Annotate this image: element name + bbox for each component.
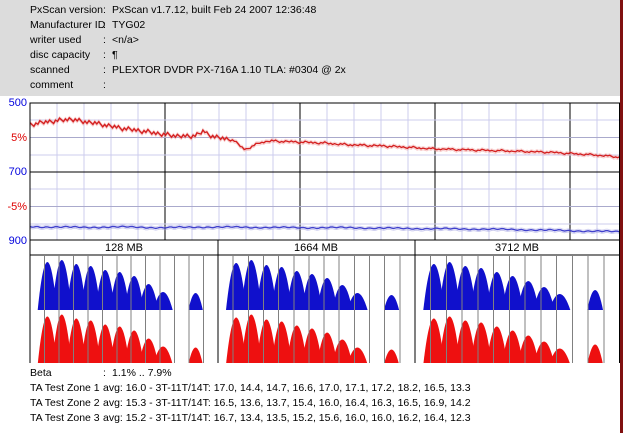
ta-zone-values: avg: 15.2 - 3T-11T/14T: 16.7, 13.4, 13.5… [103,412,471,424]
y-axis-label-minus5pct: -5% [7,201,27,213]
x-zone-label-1664mb: 1664 MB [293,242,339,254]
ta-zone-row: TA Test Zone 3 avg: 15.2 - 3T-11T/14T: 16… [0,412,618,427]
y-axis-label-700: 700 [8,166,27,178]
info-value: <n/a> [112,34,139,46]
colon: : [103,4,106,16]
scan-info-header: PxScan version: PxScan v1.7.12, built Feb… [0,0,620,96]
colon: : [103,79,106,91]
info-label: disc capacity [30,49,91,61]
info-label: scanned [30,64,70,76]
info-row-version: PxScan version: PxScan v1.7.12, built Feb… [0,4,620,19]
info-row-writer: writer used: <n/a> [0,34,620,49]
colon: : [103,64,106,76]
info-label: PxScan version [30,4,103,16]
beta-value: 1.1% .. 7.9% [112,367,172,379]
ta-zone-values: avg: 16.0 - 3T-11T/14T: 17.0, 14.4, 14.7… [103,382,471,394]
y-axis-label-500: 500 [8,97,27,109]
y-axis-label-900: 900 [8,235,27,247]
info-label: writer used [30,34,82,46]
x-zone-label-128mb: 128 MB [105,242,143,254]
info-row-comment: comment: [0,79,620,94]
info-row-manufacturer: Manufacturer ID: TYG02 [0,19,620,34]
beta-label: Beta [30,367,52,379]
ta-zone-values: avg: 15.3 - 3T-11T/14T: 16.5, 13.6, 13.7… [103,397,471,409]
ta-zone-row: TA Test Zone 2 avg: 15.3 - 3T-11T/14T: 16… [0,397,618,412]
info-value: PLEXTOR DVDR PX-716A 1.10 TLA: #0304 @ 2… [112,64,346,76]
ta-zone-row: TA Test Zone 1 avg: 16.0 - 3T-11T/14T: 17… [0,382,618,397]
ta-zone-label: TA Test Zone 2 [30,397,100,409]
x-zone-label-3712mb: 3712 MB [494,242,540,254]
colon: : [103,367,106,379]
ta-zone-label: TA Test Zone 1 [30,382,100,394]
ta-results-footer: Beta:1.1% .. 7.9% TA Test Zone 1 avg: 16.… [0,367,618,427]
info-label: Manufacturer ID [30,19,106,31]
info-value: TYG02 [112,19,146,31]
info-row-capacity: disc capacity: ¶ [0,49,620,64]
window-edge [620,0,623,433]
colon: : [103,49,106,61]
beta-ta-chart [29,102,620,363]
info-label: comment [30,79,74,91]
info-value: PxScan v1.7.12, built Feb 24 2007 12:36:… [112,4,317,16]
info-row-scanned: scanned: PLEXTOR DVDR PX-716A 1.10 TLA: #… [0,64,620,79]
y-axis-label-plus5pct: 5% [11,132,27,144]
info-value: ¶ [112,49,118,61]
colon: : [103,34,106,46]
colon: : [103,19,106,31]
ta-zone-label: TA Test Zone 3 [30,412,100,424]
beta-row: Beta:1.1% .. 7.9% [0,367,618,382]
